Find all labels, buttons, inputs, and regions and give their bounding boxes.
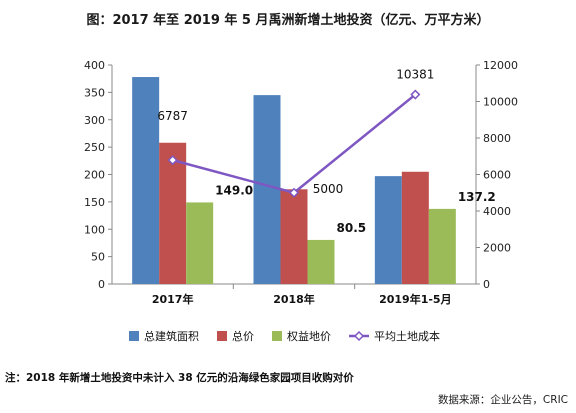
legend-item: 权益地价	[272, 329, 331, 343]
legend-label: 总价	[232, 329, 254, 343]
y-tick-label-left: 100	[84, 223, 105, 236]
data-label: 149.0	[215, 183, 253, 197]
chart-bars	[132, 77, 456, 284]
x-tick-label: 2017年	[152, 292, 194, 306]
y-tick-label-left: 0	[98, 278, 105, 291]
chart-legend: 总建筑面积 总价 权益地价 平均土地成本	[129, 329, 440, 343]
bar-2	[159, 142, 187, 284]
footnote: 注：2018 年新增土地投资中未计入 38 亿元的沿海绿色家园项目收购对价	[5, 372, 354, 384]
legend-swatch	[129, 331, 139, 341]
chart-title: 图：2017 年至 2019 年 5 月禹洲新增土地投资（亿元、万平方米）	[86, 13, 490, 28]
line-data-label: 6787	[157, 109, 188, 123]
y-tick-label-left: 50	[91, 251, 105, 264]
chart-data-labels: 149.0 80.5 137.2 6787 5000 10381	[157, 68, 495, 235]
y-tick-label-right: 4000	[483, 205, 511, 218]
y-tick-label-right: 8000	[483, 132, 511, 145]
x-tick-label: 2018年	[273, 292, 315, 306]
line-data-label: 10381	[396, 68, 434, 82]
y-tick-label-left: 300	[84, 114, 105, 127]
legend-item: 平均土地成本	[349, 329, 440, 343]
line-marker	[167, 155, 178, 166]
legend-marker	[353, 330, 365, 342]
bar-3	[186, 202, 214, 284]
bar-3	[428, 208, 456, 284]
y-tick-label-right: 2000	[483, 242, 511, 255]
y-tick-label-left: 400	[84, 59, 105, 72]
bar-1	[253, 95, 281, 284]
bar-1	[132, 77, 160, 284]
x-tick-label: 2019年1-5月	[379, 292, 452, 306]
y-tick-label-left: 250	[84, 141, 105, 154]
legend-label: 平均土地成本	[374, 329, 440, 343]
legend-label: 权益地价	[287, 329, 331, 343]
legend-swatch	[272, 331, 282, 341]
bar-2	[401, 171, 429, 284]
line-marker	[288, 187, 300, 198]
y-tick-label-left: 150	[84, 196, 105, 209]
y-tick-label-right: 10000	[483, 96, 518, 109]
chart-line-series	[167, 89, 421, 198]
legend-item: 总价	[217, 329, 254, 343]
source-note: 数据来源：企业公告，CRIC	[437, 394, 568, 406]
data-label: 80.5	[337, 221, 367, 235]
legend-item: 总建筑面积	[129, 329, 199, 343]
y-tick-label-left: 200	[84, 169, 105, 182]
bar-3	[307, 239, 335, 284]
legend-swatch	[217, 331, 227, 341]
y-tick-label-left: 350	[84, 86, 105, 99]
data-label: 137.2	[458, 190, 496, 204]
y-tick-label-right: 0	[483, 278, 490, 291]
chart-axes: 0501001502002503003504000200040006000800…	[84, 59, 518, 306]
legend-label: 总建筑面积	[144, 329, 199, 343]
bar-2	[280, 189, 308, 284]
bar-1	[374, 176, 402, 284]
line-marker	[410, 89, 421, 100]
line-data-label: 5000	[313, 182, 344, 196]
y-tick-label-right: 12000	[483, 59, 518, 72]
y-tick-label-right: 6000	[483, 169, 511, 182]
